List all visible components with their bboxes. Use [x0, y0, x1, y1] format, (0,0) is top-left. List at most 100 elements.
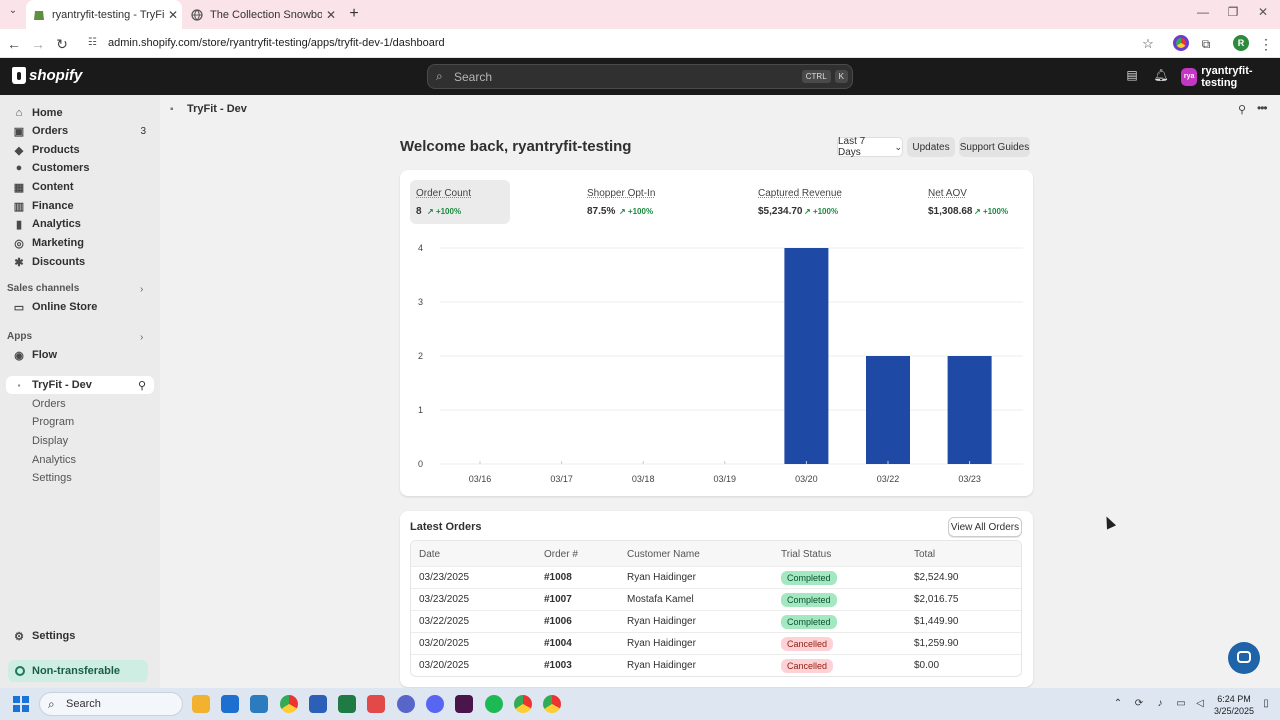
app-subitem-analytics[interactable]: Analytics: [32, 454, 77, 466]
sidekick-icon[interactable]: ▤: [1126, 68, 1138, 82]
extension-icon[interactable]: [1173, 35, 1189, 51]
volume-icon[interactable]: ◁: [1196, 698, 1204, 709]
more-options-icon[interactable]: •••: [1257, 101, 1268, 115]
chevron-up-icon[interactable]: ⌃: [1113, 698, 1123, 709]
chrome-icon[interactable]: [543, 695, 561, 713]
sidebar-item-online-store[interactable]: ▭ Online Store: [6, 298, 154, 316]
windows-start-icon[interactable]: [13, 696, 29, 712]
sidebar-item-orders[interactable]: ▣ Orders 3: [6, 122, 154, 140]
admin-search-input[interactable]: ⌕ Search CTRL K: [427, 64, 853, 89]
chrome-icon[interactable]: [514, 695, 532, 713]
browser-tab-active[interactable]: ryantryfit-testing - TryFit - Dev ✕: [26, 0, 182, 29]
browser-menu-icon[interactable]: ⋮: [1259, 36, 1273, 52]
bank-icon: ▥: [13, 200, 25, 213]
slack-icon[interactable]: [455, 695, 473, 713]
column-header-customer[interactable]: Customer Name: [627, 549, 700, 560]
support-guides-button[interactable]: Support Guides: [959, 137, 1030, 157]
reload-icon[interactable]: ↻: [56, 36, 68, 52]
taskbar-clock[interactable]: 6:24 PM 3/25/2025: [1212, 693, 1256, 717]
sidebar-item-products[interactable]: ◆ Products: [6, 141, 154, 159]
taskbar-search[interactable]: ⌕ Search: [39, 692, 183, 716]
sidebar-item-tryfit-dev[interactable]: ▪ TryFit - Dev ⚲: [6, 376, 154, 394]
profile-avatar[interactable]: R: [1233, 35, 1249, 51]
sidebar-item-customers[interactable]: ● Customers: [6, 159, 154, 177]
microphone-icon[interactable]: ♪: [1157, 698, 1163, 709]
non-transferable-banner[interactable]: Non-transferable: [8, 660, 148, 682]
back-arrow-icon[interactable]: ←: [7, 36, 21, 52]
taskbar-search-label: Search: [66, 698, 101, 710]
app-icon[interactable]: [221, 695, 239, 713]
sync-icon[interactable]: ⟳: [1134, 698, 1144, 709]
network-icon[interactable]: ▭: [1176, 698, 1186, 709]
table-row[interactable]: 03/20/2025 #1003 Ryan Haidinger $0.00 Cancel…: [411, 654, 1021, 676]
column-header-status[interactable]: Trial Status: [781, 549, 832, 560]
shopify-logo[interactable]: shopify: [12, 67, 82, 84]
pin-icon[interactable]: ⚲: [137, 379, 146, 392]
bar[interactable]: [866, 356, 910, 464]
app-subitem-program[interactable]: Program: [32, 416, 75, 428]
tab-list-chevron-icon[interactable]: ⌄: [8, 5, 18, 16]
sidebar-item-settings[interactable]: ⚙ Settings: [6, 627, 154, 645]
table-row[interactable]: 03/23/2025 #1008 Ryan Haidinger $2,524.90 Co…: [411, 566, 1021, 588]
forward-arrow-icon[interactable]: →: [31, 36, 45, 52]
order-total: $1,259.90: [914, 638, 959, 649]
close-tab-icon[interactable]: ✕: [325, 7, 337, 22]
app-subitem-orders[interactable]: Orders: [32, 398, 66, 410]
minimize-icon[interactable]: —: [1197, 5, 1209, 19]
spotify-icon[interactable]: [485, 695, 503, 713]
file-explorer-icon[interactable]: [192, 695, 210, 713]
chevron-right-icon[interactable]: ›: [140, 332, 144, 343]
sidebar-item-content[interactable]: ▦ Content: [6, 178, 154, 196]
column-header-total[interactable]: Total: [914, 549, 936, 560]
metric-net-aov[interactable]: Net AOV $1,308.68 ↗ +100%: [922, 180, 1022, 224]
discord-icon[interactable]: [426, 695, 444, 713]
app-subitem-settings[interactable]: Settings: [32, 472, 72, 484]
site-info-icon[interactable]: ☷: [88, 37, 97, 48]
close-tab-icon[interactable]: ✕: [167, 7, 179, 22]
metric-value: $1,308.68: [928, 206, 973, 217]
sales-channels-heading[interactable]: Sales channels: [7, 283, 80, 294]
pin-icon[interactable]: ⚲: [1238, 104, 1247, 116]
sidebar-item-analytics[interactable]: ▮ Analytics: [6, 215, 154, 233]
restore-icon[interactable]: ❐: [1227, 5, 1239, 19]
app-icon[interactable]: [397, 695, 415, 713]
column-header-order[interactable]: Order #: [544, 549, 578, 560]
table-row[interactable]: 03/20/2025 #1004 Ryan Haidinger $1,259.90 Ca…: [411, 632, 1021, 654]
bar[interactable]: [947, 356, 992, 464]
app-subitem-display[interactable]: Display: [32, 435, 69, 447]
sidebar-item-discounts[interactable]: ✱ Discounts: [6, 253, 154, 271]
metric-captured-revenue[interactable]: Captured Revenue $5,234.70 ↗ +100%: [752, 180, 882, 224]
app-icon[interactable]: [367, 695, 385, 713]
browser-tab-inactive[interactable]: The Collection Snowboard: Liq ✕: [184, 0, 340, 29]
sidebar-item-finance[interactable]: ▥ Finance: [6, 197, 154, 215]
table-row[interactable]: 03/22/2025 #1006 Ryan Haidinger $1,449.90 Co…: [411, 610, 1021, 632]
view-all-orders-button[interactable]: View All Orders: [948, 517, 1022, 537]
bell-icon[interactable]: 🔔︎: [1153, 68, 1169, 82]
extensions-puzzle-icon[interactable]: ⧉: [1201, 37, 1211, 51]
url-omnibox[interactable]: ☷ admin.shopify.com/store/ryantryfit-tes…: [80, 32, 1164, 54]
updates-button[interactable]: Updates: [907, 137, 955, 157]
close-window-icon[interactable]: ✕: [1257, 5, 1269, 19]
excel-icon[interactable]: [338, 695, 356, 713]
sidebar-item-flow[interactable]: ◉ Flow: [6, 346, 154, 364]
bookmark-star-icon[interactable]: ☆: [1142, 36, 1154, 51]
date-range-select[interactable]: Last 7 Days ⌄: [837, 136, 903, 158]
word-icon[interactable]: [309, 695, 327, 713]
metric-order-count[interactable]: Order Count 8 ↗ +100%: [410, 180, 510, 224]
sidebar-item-home[interactable]: ⌂ Home: [6, 104, 154, 122]
chat-button[interactable]: [1228, 642, 1260, 674]
chrome-icon[interactable]: [280, 695, 298, 713]
sidebar-item-marketing[interactable]: ◎ Marketing: [6, 234, 154, 252]
metric-shopper-opt-in[interactable]: Shopper Opt-In 87.5% ↗ +100%: [581, 180, 701, 224]
calculator-icon[interactable]: [250, 695, 268, 713]
table-row[interactable]: 03/23/2025 #1007 Mostafa Kamel $2,016.75 Com…: [411, 588, 1021, 610]
column-header-date[interactable]: Date: [419, 549, 441, 560]
customer-name: Ryan Haidinger: [627, 572, 696, 583]
store-menu[interactable]: rya ryantryfit-testing: [1181, 65, 1280, 89]
apps-heading[interactable]: Apps: [7, 331, 32, 342]
notification-icon[interactable]: ▯: [1263, 698, 1269, 709]
bar[interactable]: [784, 248, 829, 464]
chat-bubble-icon: [1237, 651, 1251, 663]
chevron-right-icon[interactable]: ›: [140, 284, 144, 295]
new-tab-plus-icon[interactable]: +: [349, 5, 359, 22]
